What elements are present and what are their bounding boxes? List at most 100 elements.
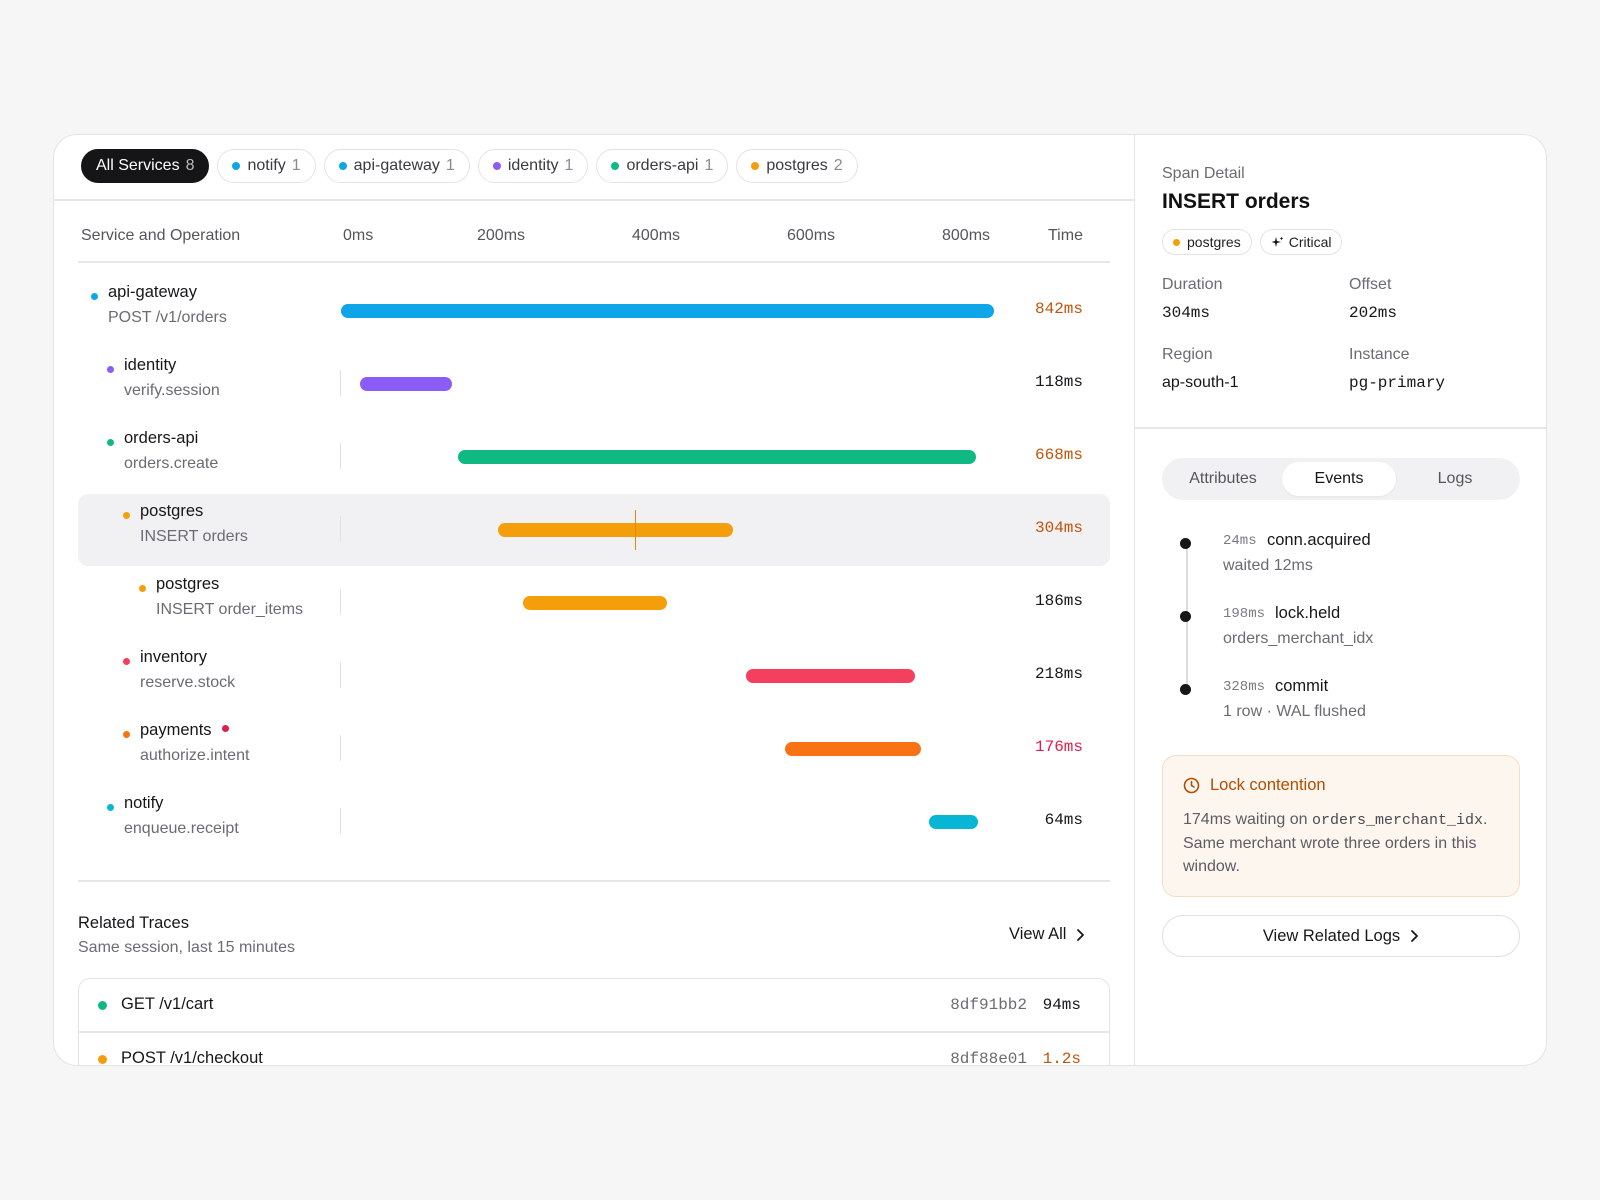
divider [54, 199, 1134, 201]
span-detail-label: Span Detail [1162, 165, 1245, 182]
event-bullet [1180, 684, 1191, 695]
span-bar[interactable] [360, 377, 452, 391]
span-row[interactable]: payments authorize.intent 176ms [78, 713, 1110, 785]
trace-waterfall-panel: All Services 8 notify 1 api-gateway 1 identity… [54, 135, 1134, 1065]
service-dot [1173, 238, 1180, 246]
service-filter-chips: All Services 8 notify 1 api-gateway 1 identity… [81, 149, 858, 183]
event-name: commit [1275, 677, 1329, 695]
span-operation: reserve.stock [140, 674, 236, 691]
duration-label: Duration [1162, 276, 1223, 293]
span-bar[interactable] [745, 669, 915, 683]
span-bar[interactable] [523, 596, 668, 610]
duration-value: 304ms [1162, 304, 1211, 322]
span-bar[interactable] [784, 742, 922, 756]
tab-events[interactable]: Events [1282, 462, 1396, 496]
span-row[interactable]: inventory reserve.stock 218ms [78, 640, 1110, 712]
related-trace-row[interactable]: POST /v1/checkout 8df88e01 1.2s [79, 1033, 1109, 1066]
span-service-name: orders-api [124, 429, 199, 447]
span-row[interactable]: notify enqueue.receipt 64ms [78, 786, 1110, 858]
filter-chip-label: api-gateway [353, 157, 440, 174]
span-service: payments [140, 721, 229, 740]
trace-method: GET /v1/cart [121, 995, 214, 1013]
region-value: ap-south-1 [1162, 374, 1239, 391]
span-row[interactable]: api-gateway POST /v1/orders 842ms [78, 275, 1110, 347]
view-all-link[interactable]: View All [1009, 925, 1085, 944]
span-service: api-gateway [108, 283, 197, 302]
span-operation: POST /v1/orders [108, 309, 227, 326]
alert-body: 174ms waiting on orders_merchant_idx. Sa… [1183, 808, 1503, 878]
filter-chip-count: 1 [291, 157, 301, 174]
event-description: orders_merchant_idx [1223, 630, 1374, 647]
view-related-logs-button[interactable]: View Related Logs [1162, 915, 1520, 957]
event-description: 1 row · WAL flushed [1223, 703, 1366, 720]
span-detail-panel: Span Detail INSERT orders postgres Criti… [1134, 135, 1546, 1065]
span-bar[interactable] [928, 815, 979, 829]
filter-chip-label: All Services [96, 157, 180, 174]
filter-chip-notify[interactable]: notify 1 [217, 149, 316, 183]
span-service-name: api-gateway [108, 283, 197, 301]
event-time: 24ms [1223, 533, 1257, 549]
tab-attributes[interactable]: Attributes [1189, 470, 1257, 487]
span-operation: orders.create [124, 455, 219, 472]
span-row[interactable]: postgres INSERT orders 304ms [78, 494, 1110, 566]
service-dot [611, 162, 620, 170]
span-bar[interactable] [497, 523, 734, 537]
filter-chip-label: identity [507, 157, 559, 174]
filter-chip-count: 1 [704, 157, 714, 174]
alert-text-pre: 174ms waiting on [1183, 811, 1312, 828]
trace-id: 8df88e01 [950, 1050, 1027, 1066]
service-dot [91, 293, 98, 300]
offset-label: Offset [1349, 276, 1392, 293]
related-traces-subtitle: Same session, last 15 minutes [78, 939, 295, 956]
span-duration: 118ms [1034, 373, 1083, 391]
filter-chip-label: postgres [766, 157, 828, 174]
span-bar[interactable] [341, 304, 994, 318]
related-trace-row[interactable]: GET /v1/cart 8df91bb2 94ms [79, 979, 1109, 1031]
span-bar[interactable] [458, 450, 977, 464]
tick-label: 200ms [477, 227, 526, 244]
service-dot [338, 162, 347, 170]
view-related-logs-label: View Related Logs [1262, 926, 1401, 945]
service-dot [232, 162, 241, 170]
span-operation: authorize.intent [140, 747, 250, 764]
span-service-name: inventory [140, 648, 207, 666]
event-bullet [1180, 611, 1191, 622]
related-traces-list: GET /v1/cart 8df91bb2 94ms POST /v1/chec… [78, 978, 1110, 1066]
tick-label: 800ms [942, 227, 991, 244]
filter-chip-label: notify [247, 157, 286, 174]
divider [1135, 427, 1546, 429]
timeline-origin-tick [340, 516, 341, 542]
span-service-name: notify [124, 794, 164, 812]
critical-tag-label: Critical [1288, 234, 1332, 250]
span-row[interactable]: postgres INSERT order_items 186ms [78, 567, 1110, 639]
service-dot [139, 585, 146, 592]
alert-index-name: orders_merchant_idx [1311, 812, 1483, 829]
span-service: notify [124, 794, 163, 813]
span-duration: 176ms [1034, 738, 1083, 756]
detail-tabs: Attributes Events Logs [1162, 458, 1520, 500]
instance-label: Instance [1349, 346, 1410, 363]
filter-chip-api-gateway[interactable]: api-gateway 1 [323, 149, 470, 183]
filter-chip-identity[interactable]: identity 1 [477, 149, 589, 183]
service-dot [751, 162, 760, 170]
span-row[interactable]: orders-api orders.create 668ms [78, 421, 1110, 493]
span-detail-title: INSERT orders [1162, 190, 1311, 213]
span-service: postgres [140, 502, 203, 521]
trace-method: POST /v1/checkout [121, 1049, 263, 1066]
tab-logs[interactable]: Logs [1437, 470, 1473, 487]
filter-chip-postgres[interactable]: postgres 2 [736, 149, 858, 183]
span-row[interactable]: identity verify.session 118ms [78, 348, 1110, 420]
filter-chip-label: orders-api [626, 157, 699, 174]
status-dot [98, 1001, 107, 1010]
service-dot [107, 366, 114, 373]
filter-chip-count: 1 [564, 157, 574, 174]
span-service-name: payments [140, 721, 212, 739]
chevron-right-icon [1077, 928, 1085, 941]
alert-header: Lock contention [1183, 776, 1326, 795]
tick-label: 0ms [343, 227, 374, 244]
tick-label: 400ms [632, 227, 681, 244]
filter-chip-all-services[interactable]: All Services 8 [81, 149, 210, 183]
lock-contention-alert: Lock contention 174ms waiting on orders_… [1162, 755, 1520, 897]
event-time: 198ms [1223, 606, 1266, 622]
filter-chip-orders-api[interactable]: orders-api 1 [596, 149, 729, 183]
